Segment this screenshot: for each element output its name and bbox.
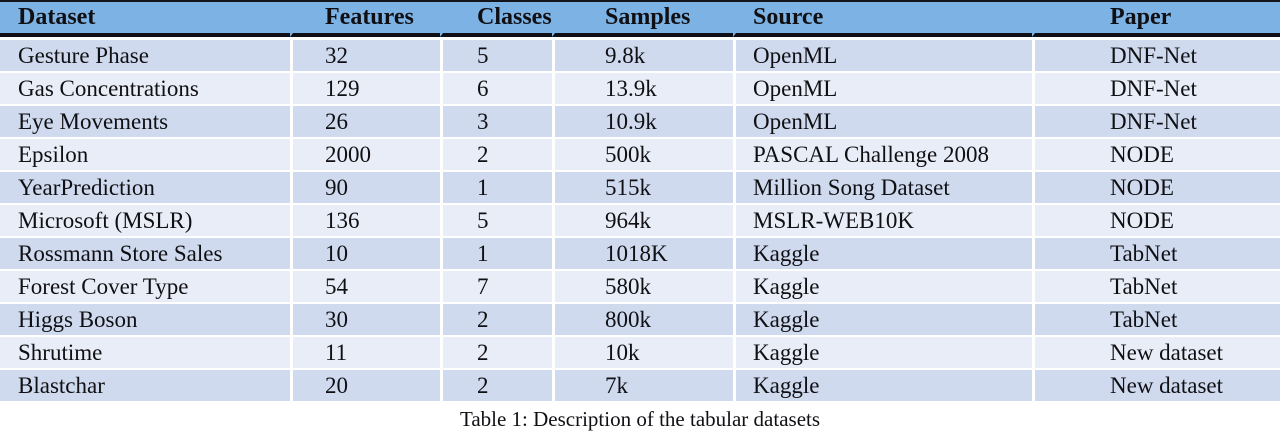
cell-paper: DNF-Net	[1032, 104, 1280, 137]
cell-classes: 6	[440, 71, 552, 104]
cell-paper: New dataset	[1032, 335, 1280, 368]
table-row: Gesture Phase 32 5 9.8k OpenML DNF-Net	[0, 37, 1280, 71]
table-row: Epsilon 2000 2 500k PASCAL Challenge 2008 NOD…	[0, 137, 1280, 170]
cell-dataset: Forest Cover Type	[0, 269, 290, 302]
cell-classes: 7	[440, 269, 552, 302]
cell-dataset: Shrutime	[0, 335, 290, 368]
cell-features: 2000	[290, 137, 440, 170]
cell-source: OpenML	[733, 104, 1032, 137]
table-row: Eye Movements 26 3 10.9k OpenML DNF-Net	[0, 104, 1280, 137]
cell-dataset: Blastchar	[0, 368, 290, 401]
cell-samples: 10.9k	[552, 104, 733, 137]
table-body: Gesture Phase 32 5 9.8k OpenML DNF-Net Gas Con…	[0, 37, 1280, 401]
cell-dataset: Higgs Boson	[0, 302, 290, 335]
table-row: Forest Cover Type 54 7 580k Kaggle TabNet	[0, 269, 1280, 302]
cell-features: 129	[290, 71, 440, 104]
cell-samples: 9.8k	[552, 37, 733, 71]
table-row: Blastchar 20 2 7k Kaggle New dataset	[0, 368, 1280, 401]
cell-source: OpenML	[733, 37, 1032, 71]
cell-source: Million Song Dataset	[733, 170, 1032, 203]
cell-source: Kaggle	[733, 302, 1032, 335]
cell-classes: 2	[440, 335, 552, 368]
cell-source: Kaggle	[733, 269, 1032, 302]
cell-classes: 5	[440, 37, 552, 71]
table-row: Higgs Boson 30 2 800k Kaggle TabNet	[0, 302, 1280, 335]
cell-features: 11	[290, 335, 440, 368]
column-header-features: Features	[290, 2, 440, 37]
cell-dataset: Eye Movements	[0, 104, 290, 137]
header-row: Dataset Features Classes Samples Source …	[0, 2, 1280, 37]
cell-features: 136	[290, 203, 440, 236]
cell-features: 26	[290, 104, 440, 137]
cell-paper: TabNet	[1032, 236, 1280, 269]
table-row: Shrutime 11 2 10k Kaggle New dataset	[0, 335, 1280, 368]
cell-paper: TabNet	[1032, 302, 1280, 335]
cell-classes: 2	[440, 302, 552, 335]
cell-dataset: Microsoft (MSLR)	[0, 203, 290, 236]
cell-paper: NODE	[1032, 203, 1280, 236]
cell-paper: New dataset	[1032, 368, 1280, 401]
cell-samples: 10k	[552, 335, 733, 368]
column-header-paper: Paper	[1032, 2, 1280, 37]
cell-samples: 964k	[552, 203, 733, 236]
cell-paper: DNF-Net	[1032, 71, 1280, 104]
table-caption: Table 1: Description of the tabular data…	[459, 407, 821, 431]
cell-dataset: Rossmann Store Sales	[0, 236, 290, 269]
cell-features: 30	[290, 302, 440, 335]
column-header-samples: Samples	[552, 2, 733, 37]
cell-source: Kaggle	[733, 335, 1032, 368]
cell-classes: 1	[440, 236, 552, 269]
cell-dataset: Gesture Phase	[0, 37, 290, 71]
cell-source: OpenML	[733, 71, 1032, 104]
cell-features: 20	[290, 368, 440, 401]
column-header-classes: Classes	[440, 2, 552, 37]
cell-classes: 1	[440, 170, 552, 203]
datasets-table: Dataset Features Classes Samples Source …	[0, 0, 1280, 401]
cell-paper: DNF-Net	[1032, 37, 1280, 71]
cell-classes: 5	[440, 203, 552, 236]
cell-dataset: Gas Concentrations	[0, 71, 290, 104]
cell-paper: TabNet	[1032, 269, 1280, 302]
cell-source: Kaggle	[733, 236, 1032, 269]
cell-features: 32	[290, 37, 440, 71]
cell-paper: NODE	[1032, 137, 1280, 170]
table-row: Rossmann Store Sales 10 1 1018K Kaggle TabNet	[0, 236, 1280, 269]
cell-paper: NODE	[1032, 170, 1280, 203]
cell-classes: 3	[440, 104, 552, 137]
column-header-dataset: Dataset	[0, 2, 290, 37]
cell-samples: 800k	[552, 302, 733, 335]
cell-samples: 515k	[552, 170, 733, 203]
cell-features: 54	[290, 269, 440, 302]
table-row: YearPrediction 90 1 515k Million Song Datase…	[0, 170, 1280, 203]
cell-source: PASCAL Challenge 2008	[733, 137, 1032, 170]
cell-classes: 2	[440, 368, 552, 401]
cell-features: 10	[290, 236, 440, 269]
cell-samples: 580k	[552, 269, 733, 302]
cell-classes: 2	[440, 137, 552, 170]
cell-samples: 7k	[552, 368, 733, 401]
table-row: Microsoft (MSLR) 136 5 964k MSLR-WEB10K NODE	[0, 203, 1280, 236]
cell-features: 90	[290, 170, 440, 203]
cell-source: Kaggle	[733, 368, 1032, 401]
cell-dataset: YearPrediction	[0, 170, 290, 203]
cell-samples: 13.9k	[552, 71, 733, 104]
cell-source: MSLR-WEB10K	[733, 203, 1032, 236]
cell-dataset: Epsilon	[0, 137, 290, 170]
table-row: Gas Concentrations 129 6 13.9k OpenML DNF-Net	[0, 71, 1280, 104]
cell-samples: 500k	[552, 137, 733, 170]
cell-samples: 1018K	[552, 236, 733, 269]
column-header-source: Source	[733, 2, 1032, 37]
